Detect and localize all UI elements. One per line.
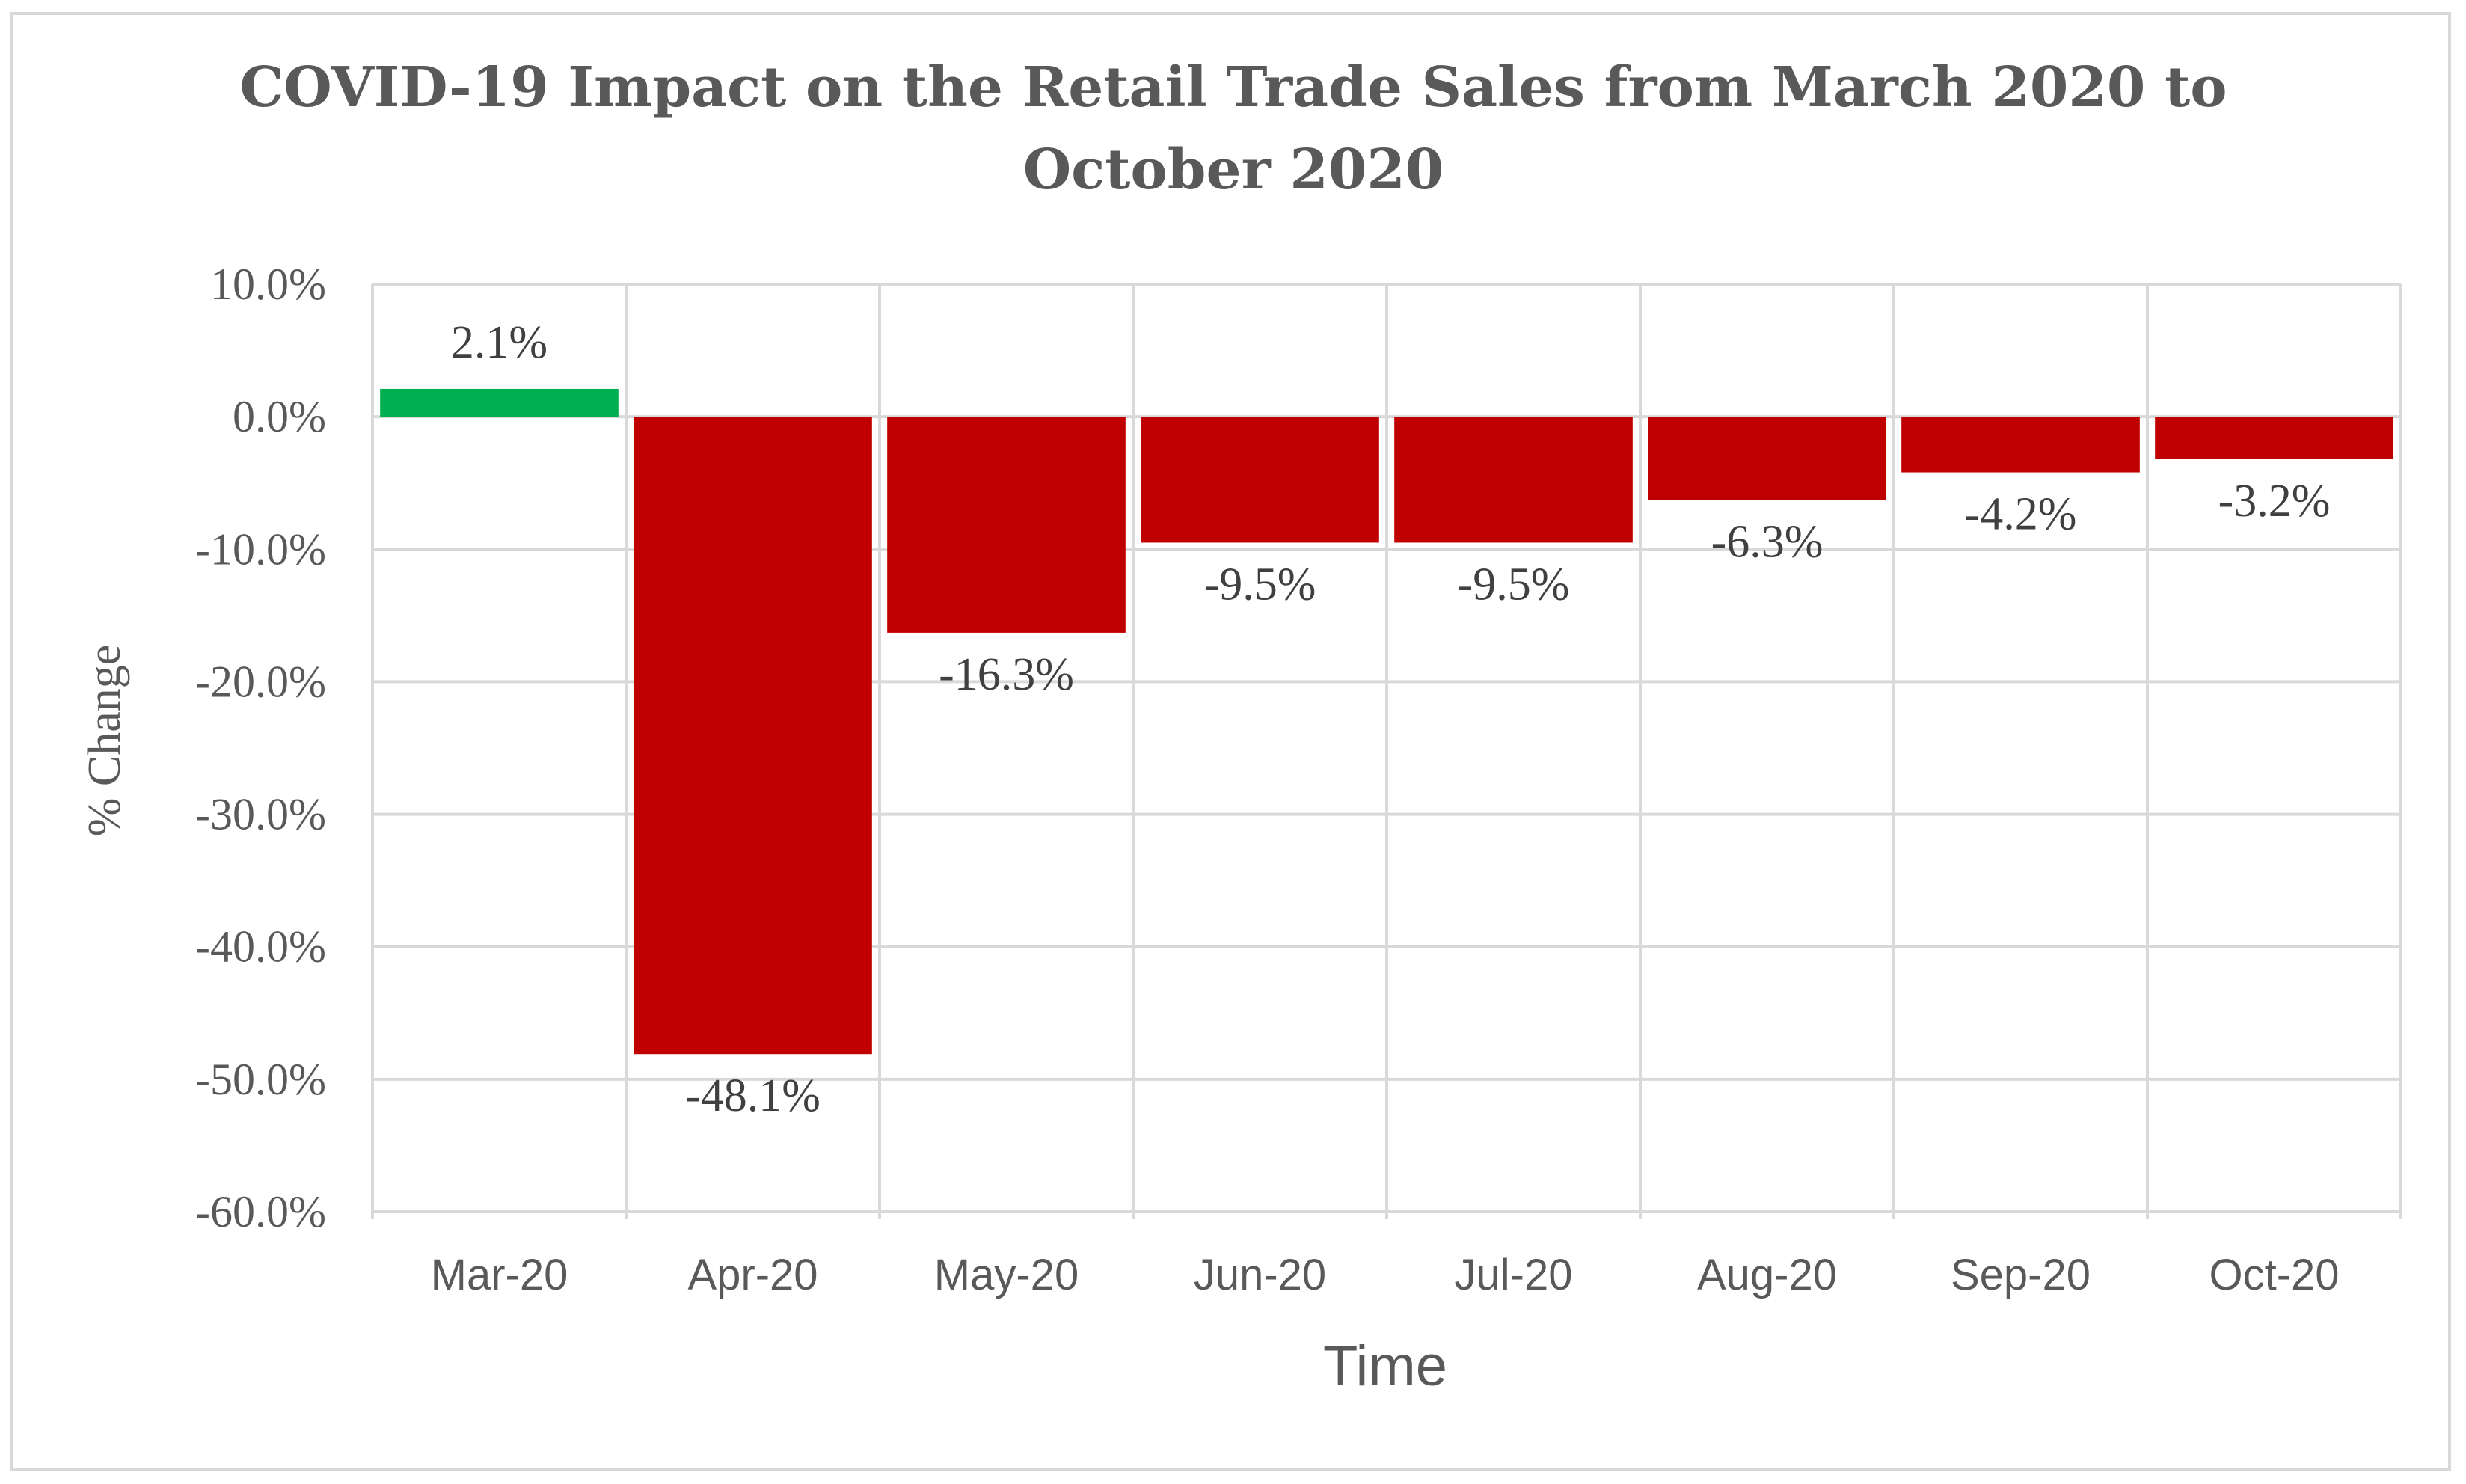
y-tick-label: -40.0% — [195, 922, 326, 972]
y-tick-label: -50.0% — [195, 1055, 326, 1104]
y-tick-label: -10.0% — [195, 524, 326, 574]
bar-mar-20 — [380, 388, 619, 417]
chart-title: COVID-19 Impact on the Retail Trade Sale… — [239, 55, 2227, 202]
data-label: -48.1% — [685, 1070, 821, 1121]
x-category-label: Oct-20 — [2209, 1251, 2339, 1299]
data-label: -3.2% — [2218, 476, 2331, 527]
y-tick-label: 10.0% — [210, 260, 326, 309]
x-category-label: Apr-20 — [687, 1251, 818, 1299]
x-category-label: Jun-20 — [1194, 1251, 1326, 1299]
bar-apr-20 — [634, 417, 872, 1055]
x-category-label: Sep-20 — [1951, 1251, 2091, 1299]
x-category-label: May-20 — [934, 1251, 1079, 1299]
chart-title-line-1: COVID-19 Impact on the Retail Trade Sale… — [239, 55, 2227, 120]
chart-title-line-2: October 2020 — [1023, 138, 1444, 202]
data-labels: 2.1% -48.1% -16.3% -9.5% -9.5% -6.3% -4.2% -3.2… — [451, 317, 2330, 1121]
bar-may-20 — [887, 417, 1126, 633]
y-tick-label: -30.0% — [195, 790, 326, 839]
x-category-label: Jul-20 — [1455, 1251, 1573, 1299]
y-axis-ticks: 10.0% 0.0% -10.0% -20.0% -30.0% -40.0% -50.0% -… — [195, 260, 326, 1236]
bar-sep-20 — [1901, 417, 2140, 473]
bar-jun-20 — [1141, 417, 1379, 543]
data-label: 2.1% — [451, 317, 548, 368]
bar-jul-20 — [1394, 417, 1633, 543]
chart: COVID-19 Impact on the Retail Trade Sale… — [79, 55, 2402, 1398]
y-tick-label: 0.0% — [233, 392, 326, 441]
y-tick-label: -60.0% — [195, 1187, 326, 1236]
data-label: -6.3% — [1711, 517, 1824, 568]
y-axis-title: % Change — [79, 645, 130, 837]
x-category-label: Mar-20 — [431, 1251, 568, 1299]
chart-frame: COVID-19 Impact on the Retail Trade Sale… — [10, 12, 2451, 1471]
data-label: -4.2% — [1965, 489, 2077, 540]
y-tick-label: -20.0% — [195, 657, 326, 706]
bar-aug-20 — [1648, 417, 1886, 500]
data-label: -16.3% — [939, 649, 1074, 700]
x-axis-title: Time — [1323, 1334, 1447, 1398]
bars — [380, 388, 2393, 1055]
data-label: -9.5% — [1204, 559, 1316, 610]
x-axis-categories: Mar-20 Apr-20 May-20 Jun-20 Jul-20 Aug-20 Sep-… — [431, 1251, 2340, 1299]
data-label: -9.5% — [1458, 559, 1570, 610]
bar-oct-20 — [2155, 417, 2393, 459]
x-category-label: Aug-20 — [1697, 1251, 1837, 1299]
